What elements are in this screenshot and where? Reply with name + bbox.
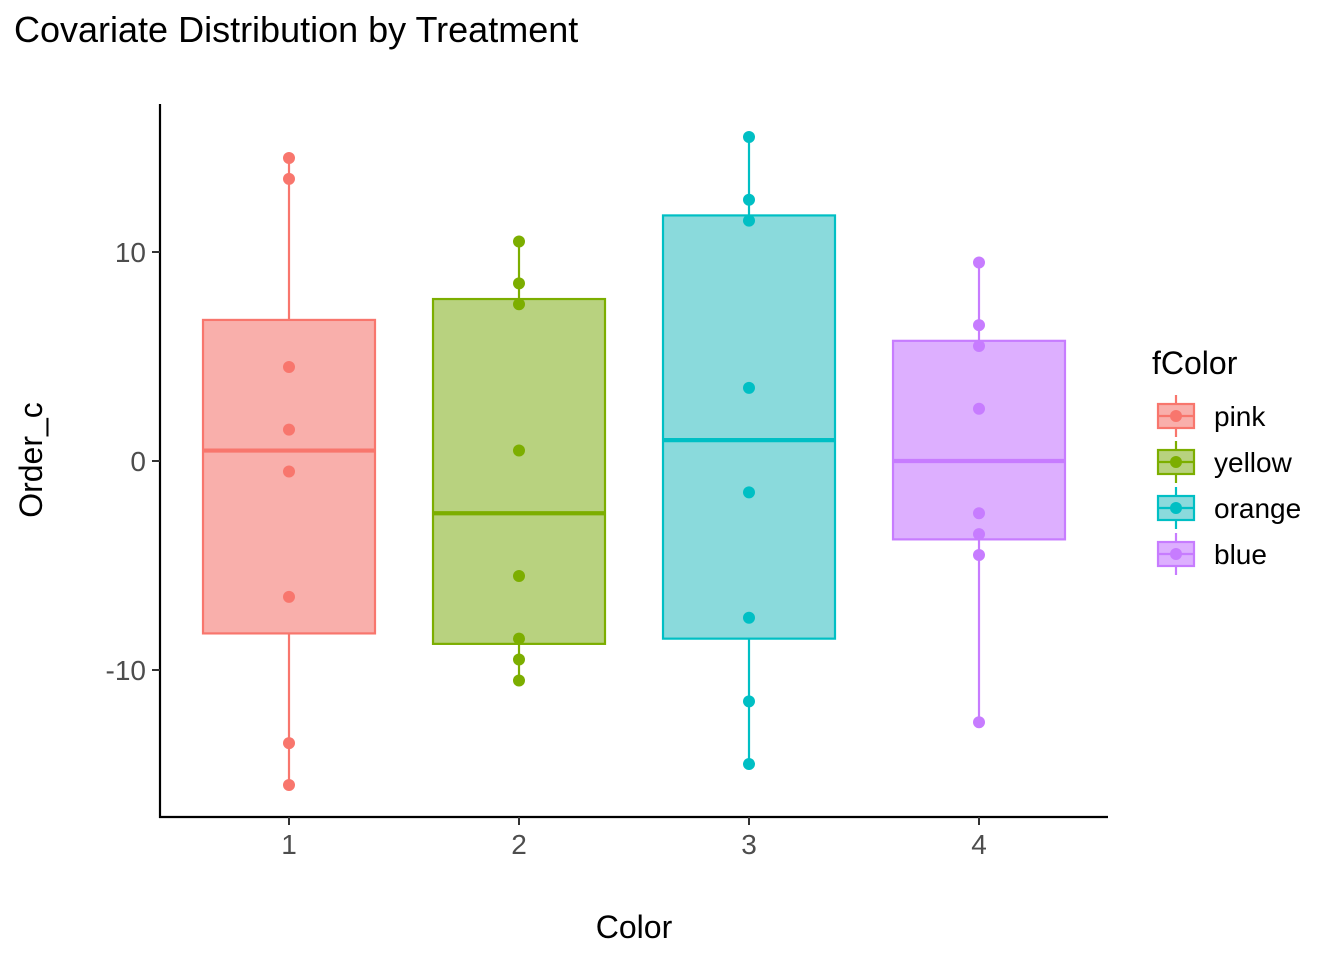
box-blue xyxy=(891,339,1067,541)
legend-entries: pink yellow orange blue xyxy=(1156,395,1301,575)
data-point xyxy=(513,235,525,248)
y-tick-label: 0 xyxy=(130,446,146,477)
data-point xyxy=(283,360,295,373)
legend-label: pink xyxy=(1214,401,1266,432)
legend-entry-pink: pink xyxy=(1156,395,1266,437)
legend-entry-orange: orange xyxy=(1156,487,1301,529)
legend-title: fColor xyxy=(1152,345,1238,381)
y-tick-label: -10 xyxy=(106,655,146,686)
legend-entry-blue: blue xyxy=(1156,533,1267,575)
data-point xyxy=(283,151,295,164)
data-point xyxy=(283,778,295,791)
x-axis-ticks: 1 2 3 4 xyxy=(281,817,987,860)
chart-title: Covariate Distribution by Treatment xyxy=(14,9,578,50)
data-point xyxy=(513,674,525,687)
legend: fColor pink yellow orange blue xyxy=(1152,345,1301,575)
x-tick-label: 3 xyxy=(741,829,757,860)
legend-key-point xyxy=(1170,548,1182,560)
y-tick-label: 10 xyxy=(115,237,146,268)
plot-area xyxy=(201,131,1067,791)
legend-key-point xyxy=(1170,456,1182,468)
box-orange xyxy=(661,214,837,640)
box-group-pink xyxy=(201,151,377,791)
legend-key-point xyxy=(1170,410,1182,422)
data-point xyxy=(743,214,755,227)
data-point xyxy=(513,632,525,645)
data-point xyxy=(513,569,525,582)
data-point xyxy=(283,172,295,185)
x-axis-title: Color xyxy=(596,909,673,945)
legend-entry-yellow: yellow xyxy=(1156,441,1293,483)
box-group-orange xyxy=(661,131,837,771)
data-point xyxy=(743,381,755,394)
box-group-yellow xyxy=(431,235,607,687)
data-point xyxy=(973,507,985,520)
data-point xyxy=(283,590,295,603)
data-point xyxy=(743,695,755,708)
data-point xyxy=(513,653,525,666)
data-point xyxy=(283,423,295,436)
y-axis-ticks: -10 0 10 xyxy=(106,237,160,686)
data-point xyxy=(973,528,985,541)
data-point xyxy=(973,319,985,332)
box-yellow xyxy=(431,297,607,645)
data-point xyxy=(973,340,985,353)
data-point xyxy=(283,465,295,478)
data-point xyxy=(513,277,525,290)
box-group-blue xyxy=(891,256,1067,729)
x-tick-label: 1 xyxy=(281,829,297,860)
x-tick-label: 4 xyxy=(971,829,987,860)
y-axis-title: Order_c xyxy=(13,402,49,518)
data-point xyxy=(743,131,755,144)
data-point xyxy=(973,256,985,269)
legend-key-point xyxy=(1170,502,1182,514)
data-point xyxy=(973,402,985,415)
x-tick-label: 2 xyxy=(511,829,527,860)
data-point xyxy=(513,298,525,311)
data-point xyxy=(743,758,755,771)
legend-label: blue xyxy=(1214,539,1267,570)
data-point xyxy=(743,611,755,624)
data-point xyxy=(743,193,755,206)
data-point xyxy=(743,486,755,499)
legend-label: yellow xyxy=(1214,447,1293,478)
data-point xyxy=(513,444,525,457)
data-point xyxy=(973,716,985,729)
data-point xyxy=(973,549,985,562)
legend-label: orange xyxy=(1214,493,1301,524)
data-point xyxy=(283,737,295,750)
